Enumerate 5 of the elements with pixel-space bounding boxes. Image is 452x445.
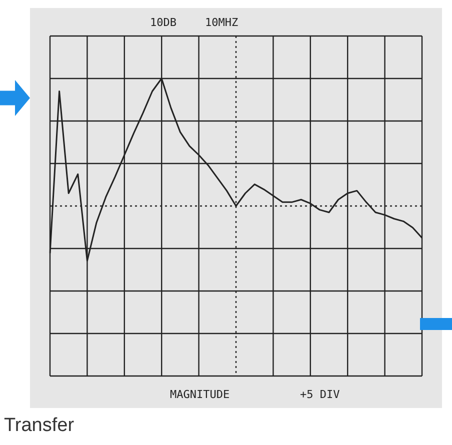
- text: MAGNITUDE: [170, 388, 230, 401]
- text: Transfer: [4, 415, 74, 437]
- text: +5 DIV: [300, 388, 340, 401]
- text: 10MHZ: [205, 16, 238, 29]
- text: 10DB: [150, 16, 176, 29]
